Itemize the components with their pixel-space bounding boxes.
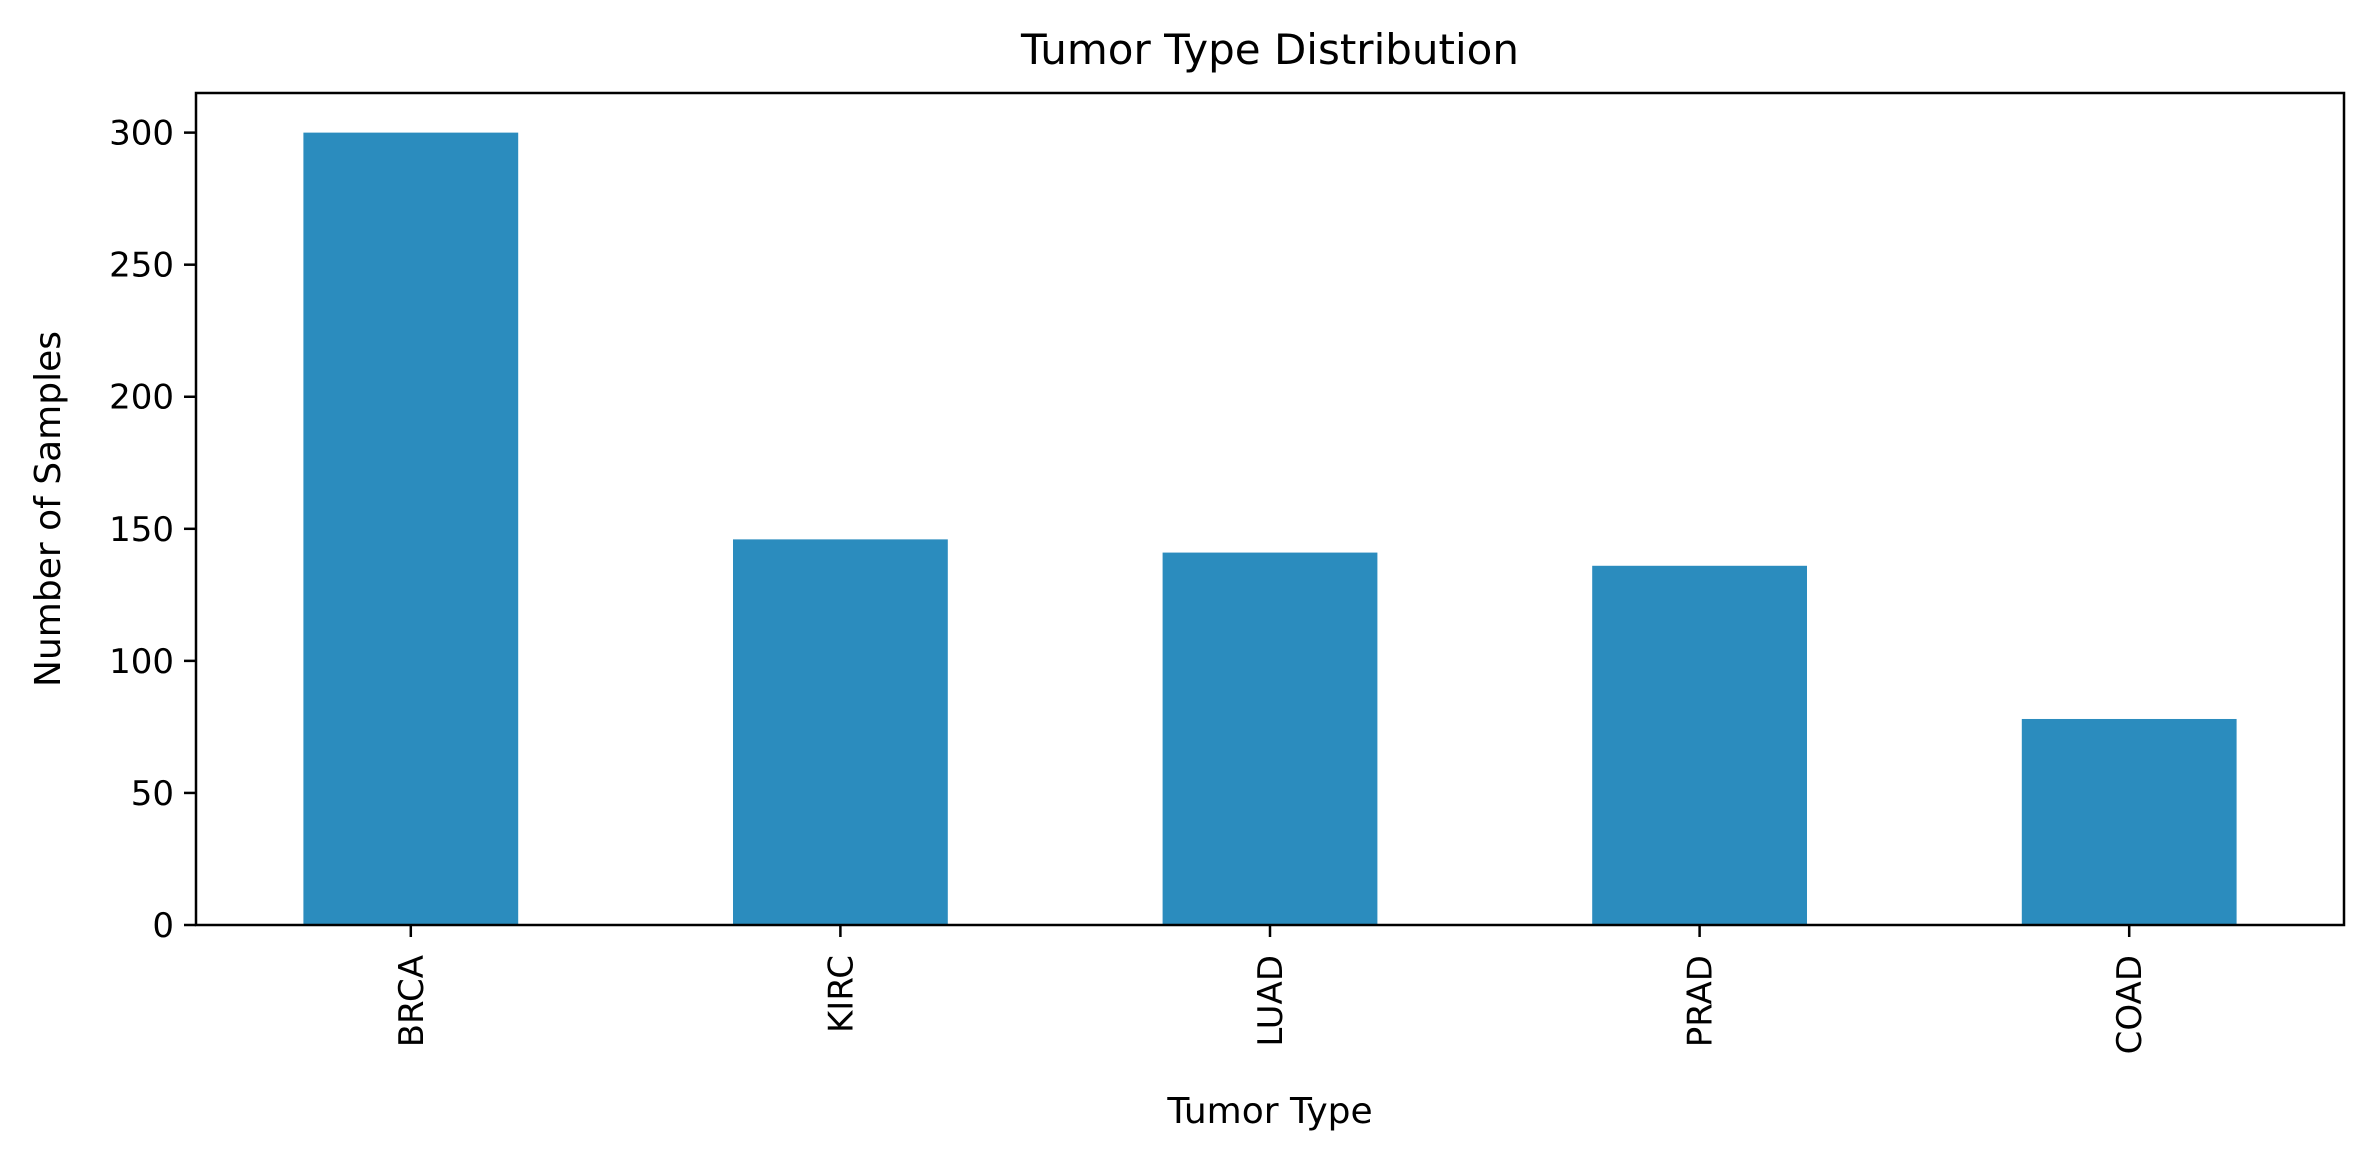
bar-prad bbox=[1592, 565, 1807, 925]
x-tick-label: LUAD bbox=[1251, 955, 1291, 1047]
y-axis-ticks: 0 50 100 150 200 250 300 bbox=[109, 114, 196, 946]
x-tick-label: KIRC bbox=[821, 955, 861, 1033]
plot-frame bbox=[194, 91, 2346, 927]
y-tick-label: 50 bbox=[131, 774, 174, 814]
x-tick-label: COAD bbox=[2110, 955, 2150, 1054]
bar-kirc bbox=[733, 539, 948, 925]
bar-luad bbox=[1162, 552, 1378, 925]
x-axis-ticks: BRCA KIRC LUAD PRAD COAD bbox=[392, 925, 2150, 1054]
y-tick-label: 300 bbox=[109, 114, 174, 154]
y-tick-label: 250 bbox=[109, 246, 174, 286]
bar-brca bbox=[303, 132, 519, 926]
x-tick-label: PRAD bbox=[1681, 955, 1721, 1047]
y-tick-label: 0 bbox=[152, 906, 174, 946]
y-tick-label: 100 bbox=[109, 642, 174, 682]
bar-coad bbox=[2021, 718, 2237, 925]
bars-group bbox=[303, 132, 2237, 926]
chart-title: Tumor Type Distribution bbox=[1020, 25, 1519, 74]
y-tick-label: 200 bbox=[109, 378, 174, 418]
y-tick-label: 150 bbox=[109, 510, 174, 550]
x-tick-label: BRCA bbox=[392, 955, 432, 1047]
x-axis-label: Tumor Type bbox=[1166, 1091, 1372, 1132]
y-axis-label: Number of Samples bbox=[28, 331, 69, 687]
